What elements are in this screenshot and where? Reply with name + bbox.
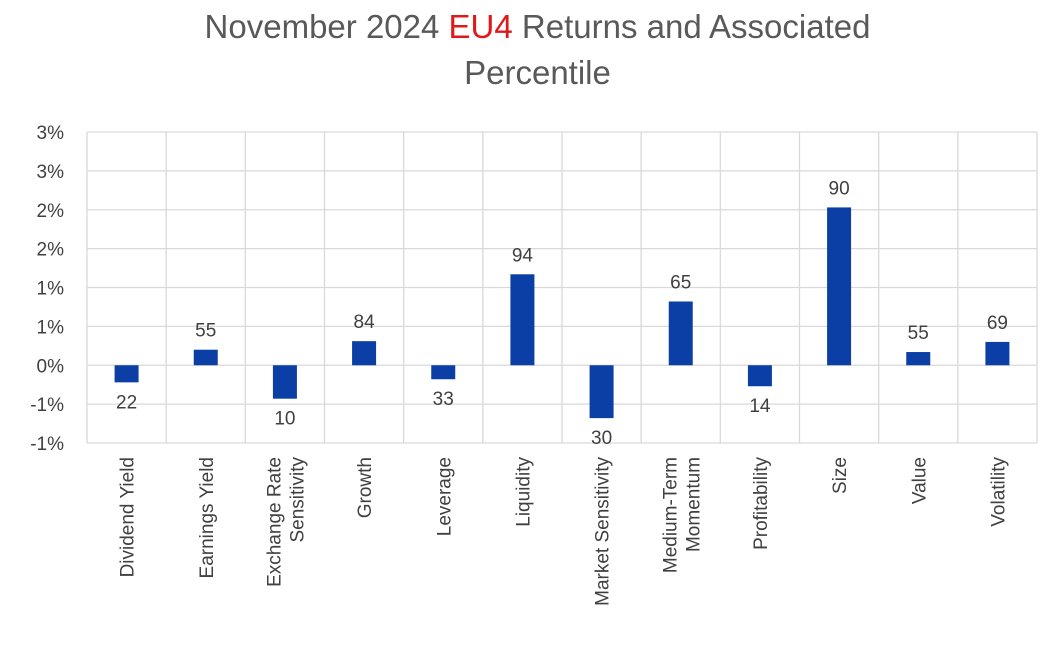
data-label: 22 — [116, 392, 137, 413]
category-label: Size — [830, 457, 851, 494]
title-part-2: Returns and Associated — [512, 8, 871, 45]
category-label: Exchange Rate — [264, 457, 285, 587]
bar — [431, 365, 456, 380]
y-tick-label: 2% — [37, 201, 65, 222]
category-label: Profitability — [751, 457, 772, 550]
data-label: 84 — [354, 312, 376, 333]
category-label: Growth — [355, 457, 376, 518]
category-label: Leverage — [434, 457, 455, 536]
bar — [272, 365, 297, 399]
category-label: Sensitivity — [287, 457, 308, 543]
category-label: Volatility — [988, 457, 1009, 527]
data-label: 94 — [512, 245, 534, 266]
data-label: 55 — [908, 323, 929, 344]
bar — [589, 365, 614, 419]
data-label: 30 — [591, 428, 612, 449]
data-label: 10 — [274, 409, 295, 430]
y-tick-label: -1% — [30, 395, 64, 416]
category-label: Momentum — [683, 457, 704, 552]
bar — [747, 365, 772, 387]
y-tick-label: 3% — [37, 123, 65, 144]
data-label: 90 — [829, 178, 850, 199]
category-label: Market Sensitivity — [593, 457, 614, 606]
title-line-2: Percentile — [464, 54, 611, 91]
y-tick-label: -1% — [30, 434, 64, 455]
data-label: 33 — [433, 389, 454, 410]
category-label: Earnings Yield — [197, 457, 218, 578]
data-label: 55 — [195, 321, 216, 342]
y-tick-label: 3% — [37, 162, 65, 183]
chart-title: November 2024 EU4 Returns and Associated… — [0, 4, 1061, 96]
category-label: Dividend Yield — [118, 457, 139, 577]
bar — [985, 341, 1010, 366]
data-label: 65 — [670, 272, 691, 293]
category-label: Liquidity — [513, 457, 534, 527]
bar — [114, 365, 139, 383]
y-tick-label: 1% — [37, 279, 65, 300]
y-tick-label: 1% — [37, 317, 65, 338]
bar — [510, 274, 535, 366]
bar — [906, 352, 931, 366]
bar — [352, 341, 377, 366]
y-tick-label: 2% — [37, 240, 65, 261]
title-highlight: EU4 — [448, 8, 513, 45]
y-tick-label: 0% — [37, 356, 65, 377]
data-label: 69 — [987, 313, 1008, 334]
data-label: 14 — [749, 396, 771, 417]
bar — [193, 349, 218, 366]
category-label: Medium-Term — [660, 457, 681, 573]
category-label: Value — [909, 457, 930, 504]
bar — [827, 207, 852, 366]
bar — [668, 301, 693, 366]
title-part-1: November 2024 — [204, 8, 449, 45]
